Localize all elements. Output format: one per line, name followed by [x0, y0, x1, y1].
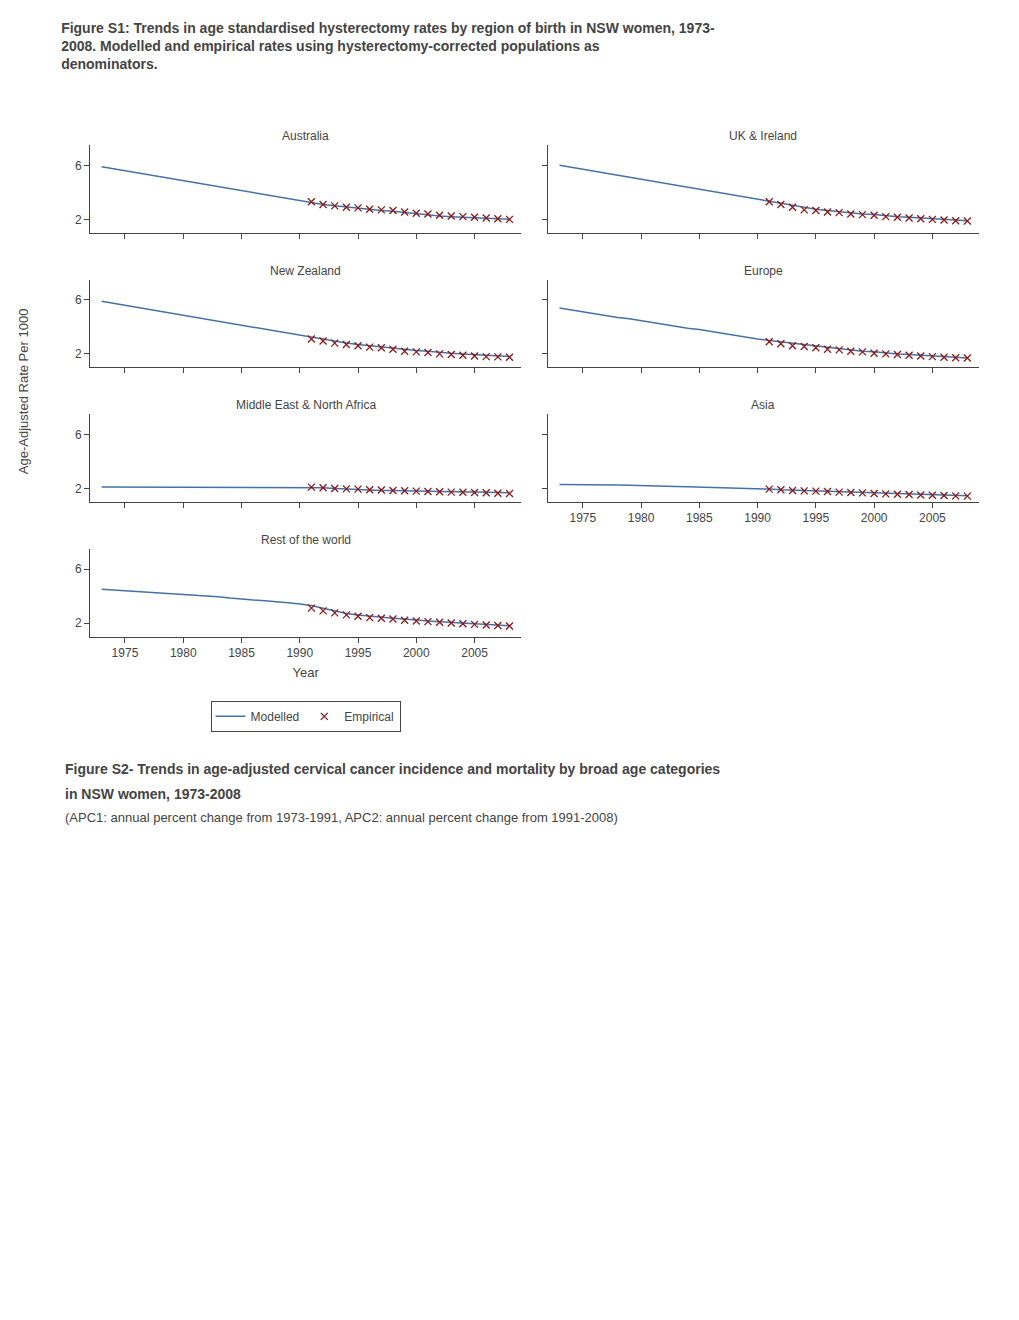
svg-text:2: 2 [75, 213, 82, 227]
svg-text:6: 6 [75, 562, 82, 576]
svg-text:1990: 1990 [286, 646, 313, 660]
svg-text:Asia: Asia [751, 398, 775, 412]
svg-text:2: 2 [75, 482, 82, 496]
svg-text:Year: Year [292, 665, 319, 680]
svg-text:New Zealand: New Zealand [270, 264, 341, 278]
svg-text:in NSW women, 1973-2008: in NSW women, 1973-2008 [65, 786, 241, 802]
svg-text:2000: 2000 [403, 646, 430, 660]
svg-text:1995: 1995 [803, 511, 830, 525]
svg-text:2005: 2005 [919, 511, 946, 525]
svg-text:Modelled: Modelled [251, 710, 300, 724]
svg-text:6: 6 [75, 159, 82, 173]
svg-text:Rest of the world: Rest of the world [261, 533, 351, 547]
svg-text:Middle East & North Africa: Middle East & North Africa [236, 398, 376, 412]
svg-text:Europe: Europe [744, 264, 783, 278]
svg-text:1985: 1985 [686, 511, 713, 525]
svg-text:2005: 2005 [461, 646, 488, 660]
svg-text:2: 2 [75, 347, 82, 361]
svg-text:Figure S1: Trends in age stand: Figure S1: Trends in age standardised hy… [61, 20, 715, 72]
svg-text:1995: 1995 [345, 646, 372, 660]
svg-text:Empirical: Empirical [344, 710, 393, 724]
svg-text:UK & Ireland: UK & Ireland [729, 129, 797, 143]
svg-text:1975: 1975 [569, 511, 596, 525]
svg-text:Australia: Australia [282, 129, 329, 143]
svg-text:(APC1: annual percent change f: (APC1: annual percent change from 1973-1… [65, 810, 618, 825]
svg-text:1980: 1980 [628, 511, 655, 525]
svg-text:Figure S2- Trends in age-adjus: Figure S2- Trends in age-adjusted cervic… [65, 761, 720, 777]
svg-text:2: 2 [75, 616, 82, 630]
svg-text:1985: 1985 [228, 646, 255, 660]
svg-text:1975: 1975 [112, 646, 139, 660]
svg-text:Age-Adjusted Rate Per 1000: Age-Adjusted Rate Per 1000 [16, 309, 31, 475]
svg-text:1990: 1990 [744, 511, 771, 525]
svg-text:6: 6 [75, 293, 82, 307]
svg-text:6: 6 [75, 428, 82, 442]
svg-text:2000: 2000 [861, 511, 888, 525]
svg-text:1980: 1980 [170, 646, 197, 660]
